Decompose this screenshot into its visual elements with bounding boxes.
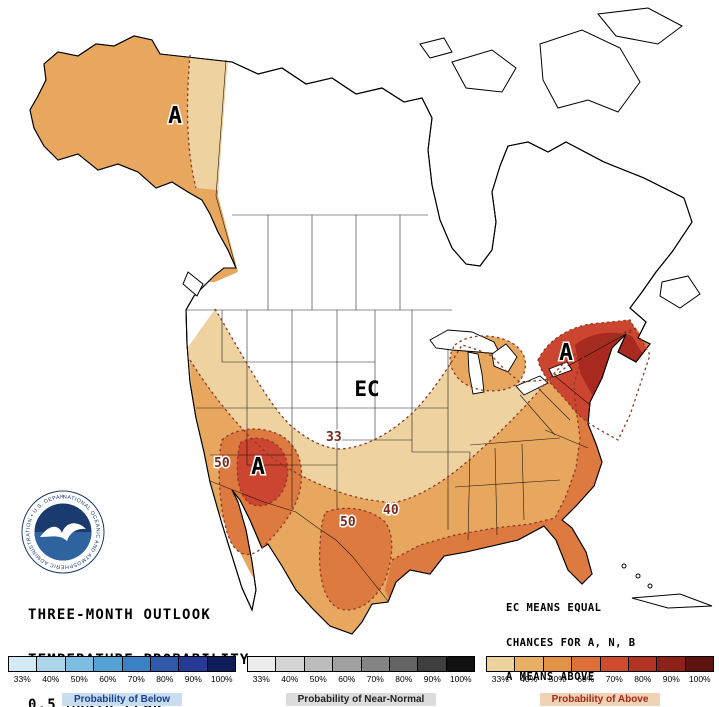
contour-50-texas-line <box>318 507 393 611</box>
colorbar-cell <box>206 656 236 672</box>
colorbar-below: 33% 40% 50% 60% 70% 80% 90% 100% Probability of… <box>8 656 236 706</box>
colorbar-cell <box>64 656 95 672</box>
contour-33-label: 33 <box>326 430 342 445</box>
colorbar-above: 33% 40% 50% 60% 70% 80% 90% 100% Probability of… <box>486 656 714 706</box>
colorbar-below-ticks: 33% 40% 50% 60% 70% 80% 90% 100% <box>8 674 236 684</box>
colorbar-tick: 70% <box>366 674 384 684</box>
colorbar-cell <box>121 656 151 672</box>
contour-50-west-label: 50 <box>214 456 230 471</box>
colorbar-tick: 60% <box>577 674 595 684</box>
coastline <box>29 35 693 635</box>
legend-line-3: A MEANS ABOVE <box>506 671 595 683</box>
colorbar-near-normal-ticks: 33% 40% 50% 60% 70% 80% 90% 100% <box>247 674 475 684</box>
contour-60-southwest-line <box>236 437 289 507</box>
great-lakes <box>429 329 573 396</box>
colorbar-tick: 100% <box>210 674 233 684</box>
legend-line-2: CHANCES FOR A, N, B <box>506 636 636 649</box>
colorbar-cell <box>684 656 714 672</box>
northeast-above-label: A <box>559 340 573 366</box>
contour-lakes-line <box>449 335 527 392</box>
colorbar-above-cells <box>486 656 714 672</box>
colorbar-above-ticks: 33% 40% 50% 60% 70% 80% 90% 100% <box>486 674 714 684</box>
islands <box>182 7 713 609</box>
colorbar-tick: 50% <box>70 674 88 684</box>
probability-contours <box>186 54 651 611</box>
colorbar-tick: 80% <box>156 674 174 684</box>
contour-33-line <box>214 308 633 450</box>
colorbar-cell <box>571 656 601 672</box>
colorbar-tick: 33% <box>491 674 509 684</box>
lake-michigan <box>467 351 485 395</box>
colorbar-cell <box>247 656 277 672</box>
colorbar-cell <box>303 656 334 672</box>
colorbar-tick: 90% <box>184 674 202 684</box>
colorbar-tick: 60% <box>338 674 356 684</box>
colorbar-cell <box>417 656 447 672</box>
contour-50-south-label: 50 <box>340 515 356 530</box>
colorbar-tick: 40% <box>281 674 299 684</box>
colorbar-cell <box>656 656 686 672</box>
colorbar-cell <box>599 656 629 672</box>
region-texas-above-50 <box>319 508 392 610</box>
colorbar-tick: 70% <box>127 674 145 684</box>
colorbar-cell <box>93 656 123 672</box>
colorbar-tick: 80% <box>634 674 652 684</box>
colorbar-cell <box>36 656 66 672</box>
colorbar-cell <box>388 656 419 672</box>
colorbar-tick: 90% <box>423 674 441 684</box>
lake-huron <box>491 343 518 373</box>
colorbar-caption: Probability of Below <box>61 693 183 706</box>
colorbar-cell <box>178 656 208 672</box>
noaa-emblem-sea <box>34 532 92 561</box>
contour-40-line <box>189 331 633 504</box>
noaa-seagull-icon <box>40 523 86 541</box>
colorbar-caption: Probability of Above <box>539 693 661 706</box>
colorbar-tick: 50% <box>309 674 327 684</box>
colorbar-cell <box>627 656 658 672</box>
colorbar-cell <box>275 656 305 672</box>
colorbar-caption: Probability of Near-Normal <box>285 693 437 706</box>
region-alaska-above-33 <box>187 55 228 190</box>
title-line-1: THREE-MONTH OUTLOOK <box>28 607 211 623</box>
colorbar-tick: 90% <box>662 674 680 684</box>
contour-40-label: 40 <box>383 503 399 518</box>
colorbar-tick: 33% <box>252 674 270 684</box>
equal-chances-label: EC <box>354 377 379 401</box>
colorbar-tick: 33% <box>13 674 31 684</box>
contour-60-northeast-line <box>537 319 651 441</box>
map-labels: 33 40 50 50 EC A A A <box>167 102 575 532</box>
colorbar-tick: 50% <box>548 674 566 684</box>
colorbar-cell <box>332 656 362 672</box>
legend-line-1: EC MEANS EQUAL <box>506 602 602 614</box>
colorbar-cell <box>360 656 390 672</box>
political-borders <box>186 59 627 602</box>
colorbar-near-normal: 33% 40% 50% 60% 70% 80% 90% 100% Probability of… <box>247 656 475 706</box>
colorbar-cell <box>8 656 38 672</box>
colorbar-tick: 100% <box>688 674 711 684</box>
contour-50-southwest-line <box>218 428 303 556</box>
colorbar-cell <box>445 656 475 672</box>
colorbar-cell <box>486 656 516 672</box>
colorbar-tick: 70% <box>605 674 623 684</box>
colorbar-near-normal-cells <box>247 656 475 672</box>
colorbar-tick: 60% <box>99 674 117 684</box>
colorbar-cell <box>514 656 544 672</box>
colorbar-tick: 40% <box>42 674 60 684</box>
colorbar-cell <box>542 656 573 672</box>
legend-explanation: EC MEANS EQUAL CHANCES FOR A, N, B A MEA… <box>506 580 636 707</box>
colorbar-tick: 40% <box>520 674 538 684</box>
alaska-above-label: A <box>168 103 182 129</box>
colorbar-below-cells <box>8 656 236 672</box>
colorbar-tick: 80% <box>395 674 413 684</box>
colorbar-cell <box>149 656 180 672</box>
southwest-above-label: A <box>251 454 265 480</box>
colorbar-tick: 100% <box>449 674 472 684</box>
region-conus-above-40 <box>190 332 652 634</box>
